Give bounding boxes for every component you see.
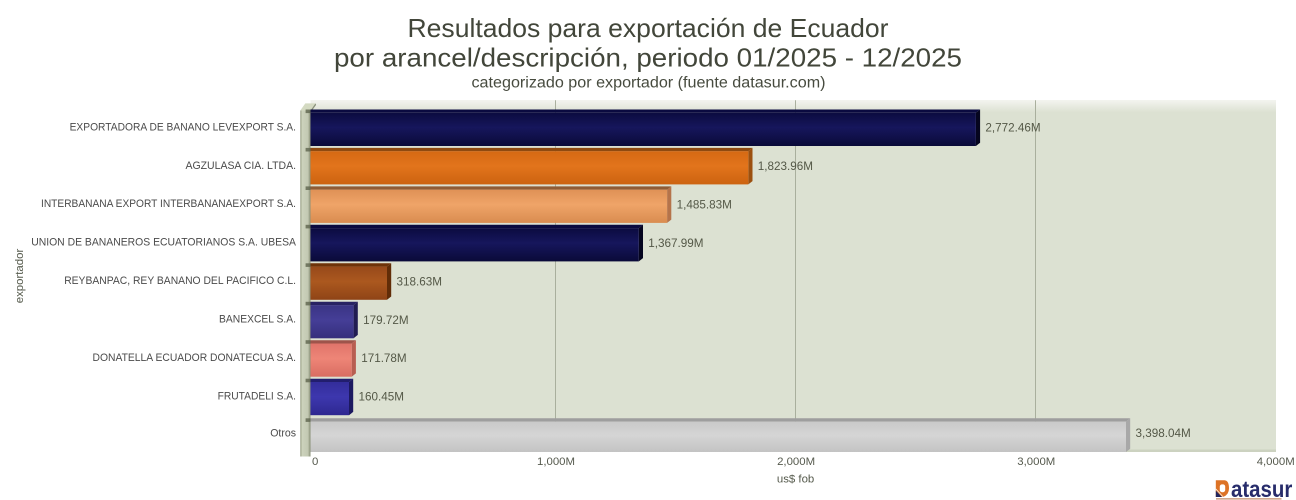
svg-text:179.72M: 179.72M <box>363 314 408 327</box>
svg-text:FRUTADELI S.A.: FRUTADELI S.A. <box>218 391 296 403</box>
svg-text:Otros: Otros <box>270 428 296 440</box>
svg-text:BANEXCEL S.A.: BANEXCEL S.A. <box>219 314 296 326</box>
svg-text:atasur: atasur <box>1231 476 1292 500</box>
svg-text:0: 0 <box>312 456 318 468</box>
svg-text:2,000M: 2,000M <box>777 456 815 468</box>
svg-text:UNION DE BANANEROS ECUATORIANO: UNION DE BANANEROS ECUATORIANOS S.A. UBE… <box>31 237 297 249</box>
svg-text:AGZULASA CIA. LTDA.: AGZULASA CIA. LTDA. <box>186 160 297 172</box>
svg-text:1,823.96M: 1,823.96M <box>758 160 813 173</box>
svg-text:1,000M: 1,000M <box>537 456 575 468</box>
svg-text:INTERBANANA EXPORT INTERBANANA: INTERBANANA EXPORT INTERBANANAEXPORT S.A… <box>41 198 296 210</box>
svg-text:318.63M: 318.63M <box>397 275 442 288</box>
svg-text:us$ fob: us$ fob <box>777 474 814 486</box>
svg-text:REYBANPAC, REY BANANO DEL PACI: REYBANPAC, REY BANANO DEL PACIFICO C.L. <box>64 275 296 287</box>
svg-text:categorizado por exportador (f: categorizado por exportador (fuente data… <box>472 75 826 92</box>
svg-text:2,772.46M: 2,772.46M <box>985 122 1040 135</box>
svg-text:por arancel/descripción, perio: por arancel/descripción, periodo 01/2025… <box>334 43 962 73</box>
svg-text:Resultados para exportación de: Resultados para exportación de Ecuador <box>408 13 889 43</box>
svg-text:1,485.83M: 1,485.83M <box>677 198 732 211</box>
svg-text:EXPORTADORA DE BANANO LEVEXPOR: EXPORTADORA DE BANANO LEVEXPORT S.A. <box>70 121 296 133</box>
svg-text:171.78M: 171.78M <box>361 352 406 365</box>
svg-text:4,000M: 4,000M <box>1257 456 1295 468</box>
svg-text:DONATELLA ECUADOR DONATECUA S.: DONATELLA ECUADOR DONATECUA S.A. <box>93 352 297 364</box>
svg-text:3,000M: 3,000M <box>1017 456 1055 468</box>
svg-text:exportador: exportador <box>14 249 26 304</box>
svg-text:3,398.04M: 3,398.04M <box>1136 427 1191 440</box>
svg-text:1,367.99M: 1,367.99M <box>648 237 703 250</box>
svg-text:160.45M: 160.45M <box>359 391 404 404</box>
